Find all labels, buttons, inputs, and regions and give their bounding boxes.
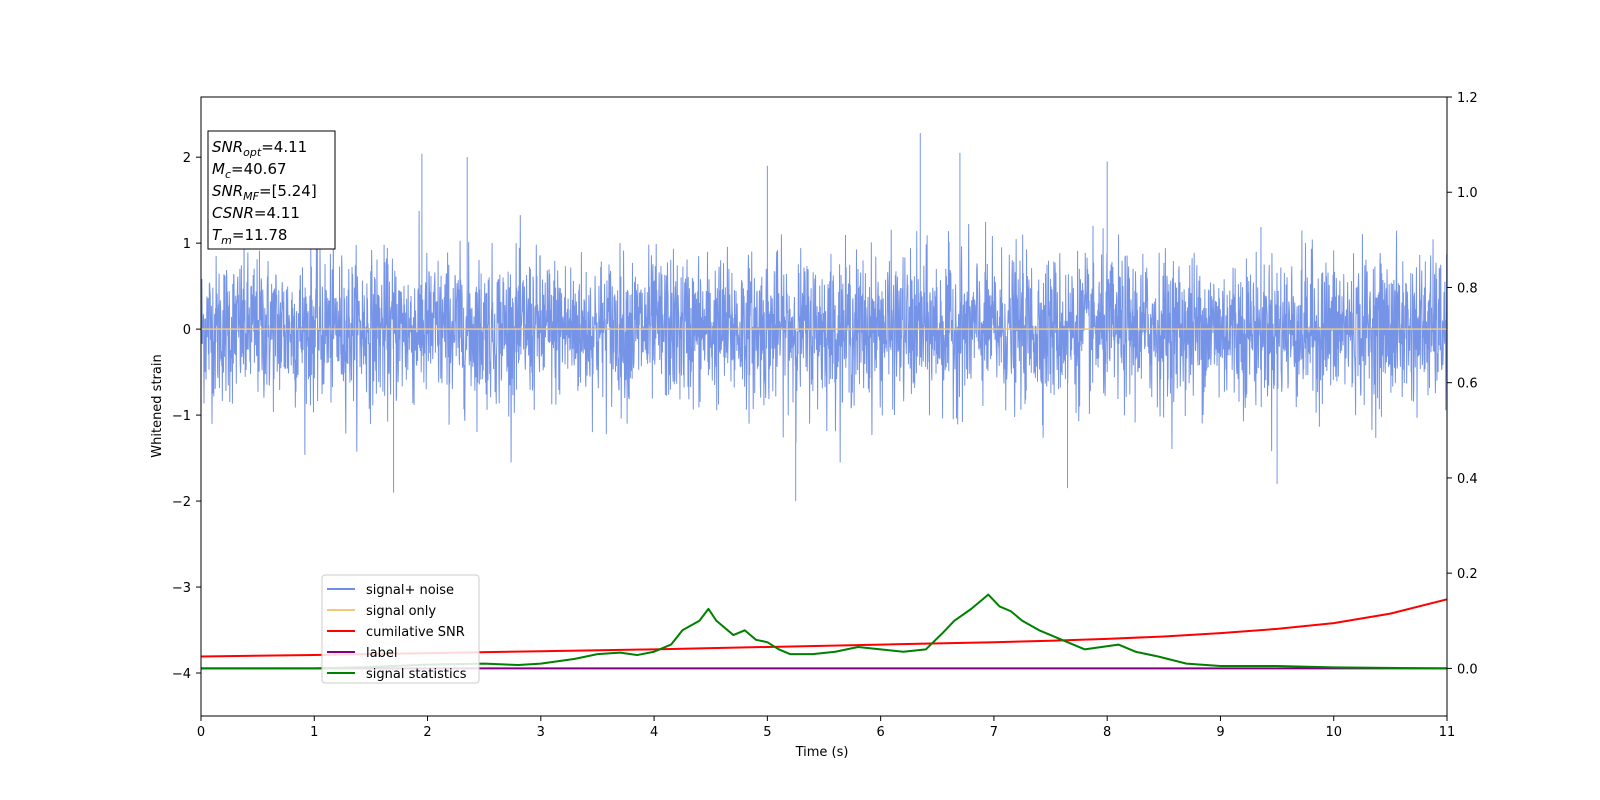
signal-noise-line <box>200 133 1448 502</box>
info-box-line: Mc=40.67 <box>212 160 287 181</box>
y-tick-label: −2 <box>172 495 191 510</box>
x-tick-label: 5 <box>763 725 771 740</box>
y2-tick-label: 0.0 <box>1457 662 1478 677</box>
y-tick-label: 0 <box>183 323 191 338</box>
y-tick-label: 2 <box>183 151 191 166</box>
info-box-frame <box>207 130 336 250</box>
signal-noise-series <box>200 133 1448 502</box>
x-tick-label: 6 <box>876 725 884 740</box>
x-axis: 0 1 2 3 4 5 6 7 8 9 10 11 <box>197 716 1455 740</box>
legend-frame <box>321 574 480 684</box>
y2-tick-label: 0.2 <box>1457 567 1478 582</box>
x-tick-label: 4 <box>650 725 658 740</box>
legend-label: label <box>366 646 397 661</box>
cumilative-snr-line <box>200 598 1448 658</box>
y2-tick-label: 0.4 <box>1457 472 1478 487</box>
x-tick-label: 0 <box>197 725 205 740</box>
legend: signal+ noise signal only cumilative SNR la… <box>321 574 480 684</box>
legend-label: signal only <box>366 604 436 619</box>
y2-tick-label: 0.8 <box>1457 281 1478 296</box>
y-tick-label: −3 <box>172 581 191 596</box>
y2-tick-label: 0.6 <box>1457 377 1478 392</box>
info-box-line: SNRMF=[5.24] <box>212 182 317 203</box>
y2-tick-label: 1.0 <box>1457 186 1478 201</box>
x-tick-label: 2 <box>423 725 431 740</box>
info-box-line: Tm=11.78 <box>212 226 287 247</box>
y2-tick-label: 1.2 <box>1457 91 1478 106</box>
info-box: SNRopt=4.11Mc=40.67SNRMF=[5.24]CSNR=4.11… <box>207 130 336 250</box>
legend-label: signal statistics <box>366 667 467 682</box>
info-box-line: SNRopt=4.11 <box>212 138 307 159</box>
y-axis-right: 0.0 0.2 0.4 0.6 0.8 1.0 1.2 <box>1447 91 1478 677</box>
x-axis-label: Time (s) <box>795 745 849 760</box>
x-tick-label: 3 <box>537 725 545 740</box>
y-tick-label: 1 <box>183 237 191 252</box>
info-box-line: CSNR=4.11 <box>212 204 300 222</box>
y-tick-label: −4 <box>172 667 191 682</box>
y-axis-label: Whitened strain <box>150 354 165 457</box>
x-tick-label: 10 <box>1325 725 1342 740</box>
x-tick-label: 11 <box>1439 725 1456 740</box>
signal-statistics-line <box>201 593 1448 670</box>
x-tick-label: 8 <box>1103 725 1111 740</box>
legend-label: signal+ noise <box>366 583 454 598</box>
x-tick-label: 1 <box>310 725 318 740</box>
x-tick-label: 9 <box>1216 725 1224 740</box>
y-tick-label: −1 <box>172 409 191 424</box>
x-tick-label: 7 <box>990 725 998 740</box>
axes-frame <box>200 96 1448 717</box>
legend-label: cumilative SNR <box>366 625 465 640</box>
y-axis-left: 2 1 0 −1 −2 −3 −4 <box>172 151 201 682</box>
